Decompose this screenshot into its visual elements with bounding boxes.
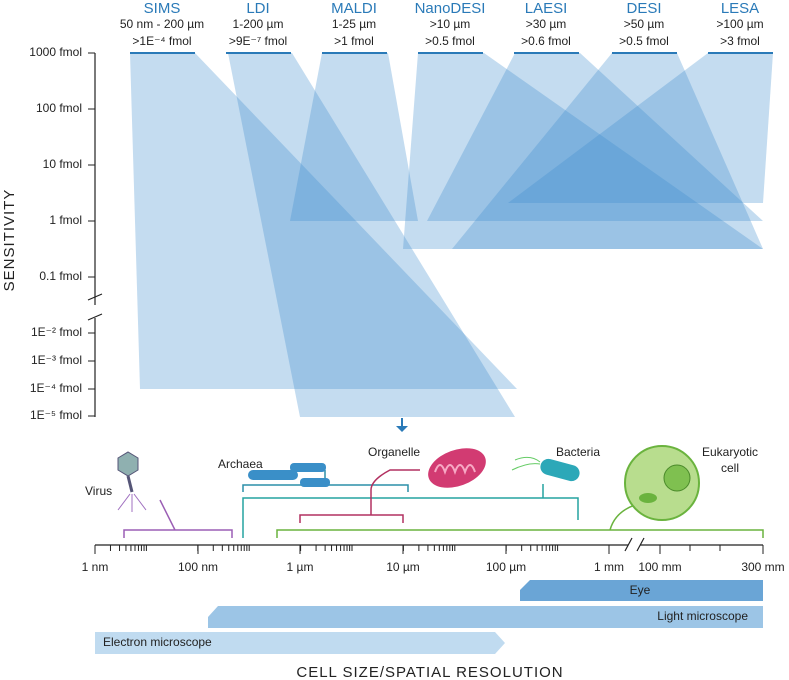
instrument-label: Light microscope xyxy=(657,609,748,623)
technique-sensitivity: >9E⁻⁷ fmol xyxy=(229,34,287,48)
technique-name: MALDI xyxy=(331,0,377,17)
y-tick-label: 1E⁻⁵ fmol xyxy=(30,408,82,422)
y-tick-label: 0.1 fmol xyxy=(39,269,82,283)
eukaryotic-bracket xyxy=(276,504,764,538)
y-tick-label: 1 fmol xyxy=(49,213,82,227)
organism-label: Virus xyxy=(85,484,112,498)
technique-area xyxy=(452,53,763,249)
x-tick-label: 10 µm xyxy=(386,560,420,574)
y-tick-label: 10 fmol xyxy=(43,157,82,171)
virus-icon xyxy=(117,451,147,512)
technique-area xyxy=(403,53,763,249)
x-tick-label: 100 nm xyxy=(178,560,218,574)
organism-label: Organelle xyxy=(368,445,420,459)
technique-area xyxy=(130,53,517,389)
x-axis xyxy=(95,537,763,552)
technique-area xyxy=(508,53,773,203)
instrument-label: Electron microscope xyxy=(103,635,212,649)
technique-resolution: 1-25 µm xyxy=(332,17,376,31)
technique-name: LAESI xyxy=(525,0,568,17)
organelle-icon xyxy=(428,448,486,488)
technique-area xyxy=(427,53,763,221)
technique-resolution: >30 µm xyxy=(526,17,567,31)
technique-sensitivity: >3 fmol xyxy=(720,34,760,48)
eukaryotic-icon xyxy=(624,445,700,521)
y-axis xyxy=(87,53,103,417)
y-tick-label: 1000 fmol xyxy=(29,45,82,59)
technique-sensitivity: >1 fmol xyxy=(334,34,374,48)
bacteria-icon xyxy=(511,456,580,482)
x-axis-title: CELL SIZE/SPATIAL RESOLUTION xyxy=(296,664,563,680)
y-tick-label: 1E⁻⁴ fmol xyxy=(30,381,82,395)
eye-bar xyxy=(520,580,763,601)
y-axis-title: SENSITIVITY xyxy=(1,189,18,292)
technique-name: SIMS xyxy=(144,0,181,17)
organism-label: Archaea xyxy=(218,457,263,471)
technique-sensitivity: >0.5 fmol xyxy=(619,34,669,48)
organelle-bracket xyxy=(299,469,420,523)
technique-name: DESI xyxy=(626,0,661,17)
x-tick-label: 1 mm xyxy=(594,560,624,574)
technique-resolution: >10 µm xyxy=(430,17,471,31)
x-tick-label: 1 nm xyxy=(82,560,109,574)
electron-microscope-bar xyxy=(95,632,505,654)
y-tick-label: 1E⁻² fmol xyxy=(31,325,82,339)
technique-area xyxy=(290,53,418,221)
technique-resolution: 1-200 µm xyxy=(233,17,284,31)
archaea-icon xyxy=(248,463,330,487)
y-tick-label: 100 fmol xyxy=(36,101,82,115)
technique-sensitivity: >1E⁻⁴ fmol xyxy=(132,34,191,48)
bacteria-bracket xyxy=(242,484,579,538)
arrow-head xyxy=(396,426,408,432)
x-tick-label: 1 µm xyxy=(287,560,314,574)
technique-name: LESA xyxy=(721,0,759,17)
technique-name: LDI xyxy=(246,0,269,17)
x-tick-label: 100 µm xyxy=(486,560,526,574)
technique-name: NanoDESI xyxy=(415,0,486,17)
organism-label: Eukaryotic xyxy=(702,445,758,459)
technique-resolution: >50 µm xyxy=(624,17,665,31)
instrument-label: Eye xyxy=(630,583,651,597)
technique-sensitivity: >0.6 fmol xyxy=(521,34,571,48)
light-microscope-bar xyxy=(208,606,763,628)
organism-label: Bacteria xyxy=(556,445,600,459)
organism-label: cell xyxy=(721,461,739,475)
technique-resolution: >100 µm xyxy=(716,17,763,31)
x-tick-label: 300 mm xyxy=(741,560,784,574)
x-tick-label: 100 mm xyxy=(638,560,681,574)
virus-bracket xyxy=(123,499,233,538)
technique-area xyxy=(228,53,515,417)
technique-sensitivity: >0.5 fmol xyxy=(425,34,475,48)
technique-resolution: 50 nm - 200 µm xyxy=(120,17,204,31)
y-tick-label: 1E⁻³ fmol xyxy=(31,353,82,367)
